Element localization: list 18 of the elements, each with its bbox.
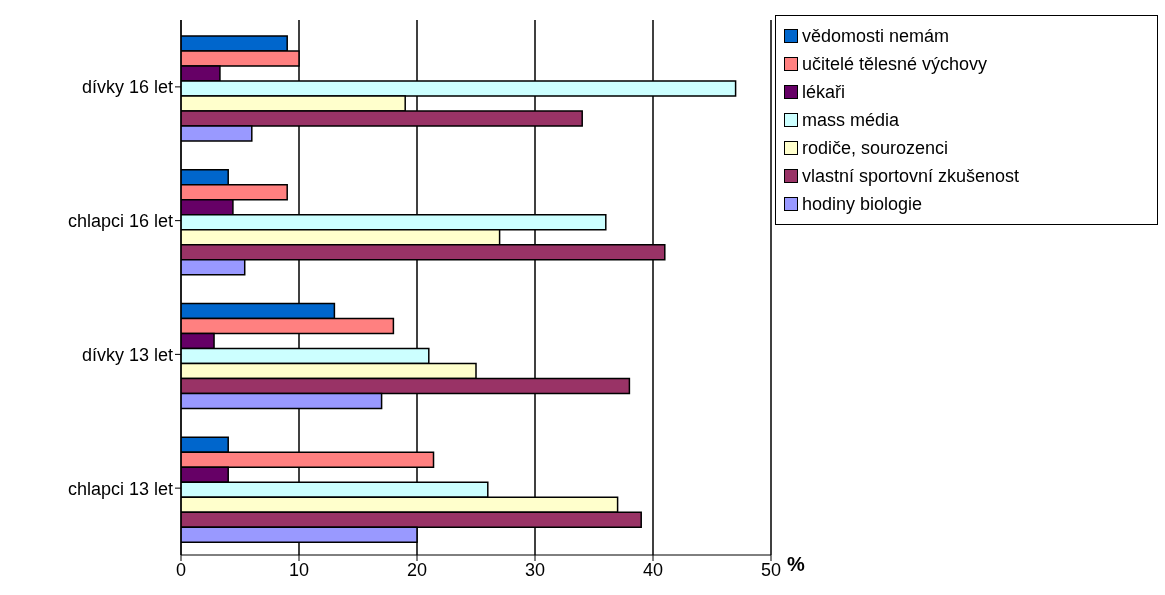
x-axis-title: % [787,553,805,576]
legend-label: rodiče, sourozenci [802,137,949,160]
legend-label: vlastní sportovní zkušenost [802,165,1020,188]
y-tick-label: dívky 16 let [81,77,173,98]
x-tick-label: 50 [760,559,782,580]
x-tick-label: 30 [524,559,546,580]
x-tick-label: 0 [175,559,187,580]
y-tick-label: dívky 13 let [81,344,173,365]
x-tick-label: 10 [288,559,310,580]
y-tick-label: chlapci 16 let [67,211,173,232]
legend-label: učitelé tělesné výchovy [802,53,988,76]
x-tick-label: 20 [406,559,428,580]
legend-label: vědomosti nemám [802,25,950,48]
legend-label: mass média [802,109,900,132]
legend-label: hodiny biologie [802,193,923,216]
legend-label: lékaři [802,81,846,104]
y-tick-label: chlapci 13 let [67,478,173,499]
x-tick-label: 40 [642,559,664,580]
